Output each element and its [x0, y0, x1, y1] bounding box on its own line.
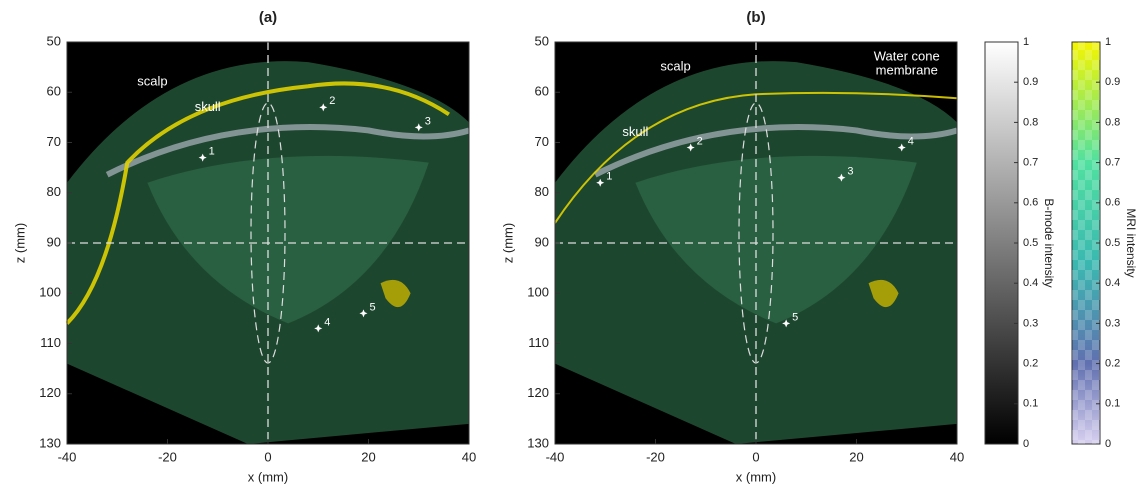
x-tick-label: 0: [752, 449, 759, 464]
figure: 5060708090100110120130-40-2002040(a)x (m…: [0, 0, 1141, 491]
colorbar-checker: [1072, 42, 1100, 444]
annotation: Water cone: [874, 49, 940, 64]
x-tick-label: -40: [58, 449, 77, 464]
annotation: skull: [195, 99, 221, 114]
colorbar-tick-label: 0.4: [1023, 277, 1038, 289]
annotation: scalp: [660, 59, 690, 74]
x-tick-label: -40: [546, 449, 565, 464]
landmark-label: 1: [606, 171, 612, 183]
colorbar-tick-label: 0.6: [1023, 197, 1038, 209]
colorbar-tick-label: 0.3: [1023, 317, 1038, 329]
colorbar-tick-label: 0: [1023, 438, 1029, 450]
colorbar-tick-label: 0.1: [1105, 398, 1120, 410]
colorbar-tick-label: 0.8: [1023, 116, 1038, 128]
y-tick-label: 110: [40, 335, 61, 350]
colorbar-tick-label: 0.5: [1023, 237, 1038, 249]
colorbar-tick-label: 0.9: [1023, 76, 1038, 88]
y-axis-label: z (mm): [12, 223, 27, 263]
y-tick-label: 100: [39, 285, 61, 300]
landmark-label: 2: [329, 95, 335, 107]
annotation: skull: [622, 124, 648, 139]
x-tick-label: 40: [950, 449, 964, 464]
x-tick-label: -20: [158, 449, 177, 464]
colorbar-tick-label: 0.7: [1023, 157, 1038, 169]
colorbar: 0 0.1 0.2 0.3 0.4 0.5 0.6 0.7 0.8 0.9 1 B-mode inte…: [985, 36, 1056, 450]
landmark-label: 3: [847, 166, 853, 178]
colorbar-label: B-mode intensity: [1042, 198, 1056, 287]
image-panel: 50 60 70 80 90 100 110 120 130-40 -20 0 20 40 (a) x (m…: [12, 9, 476, 484]
colorbar-label: MRI intensity: [1124, 208, 1138, 277]
y-tick-label: 60: [47, 84, 61, 99]
colorbar-tick-label: 0.2: [1023, 358, 1038, 370]
y-tick-label: 50: [47, 33, 61, 48]
y-tick-label: 120: [39, 385, 61, 400]
annotation: scalp: [137, 74, 167, 89]
image-panel: 50 60 70 80 90 100 110 120 130-40 -20 0 20 40 (b) x (m…: [500, 9, 964, 484]
y-tick-label: 60: [535, 84, 549, 99]
x-tick-label: 20: [361, 449, 375, 464]
y-tick-label: 90: [47, 234, 61, 249]
y-tick-label: 80: [535, 184, 549, 199]
colorbar-tick-label: 0.5: [1105, 237, 1120, 249]
y-tick-label: 70: [47, 134, 61, 149]
landmark-label: 3: [425, 115, 431, 127]
colorbar-fill: [985, 42, 1018, 444]
y-tick-label: 70: [535, 134, 549, 149]
colorbar-tick-label: 0.8: [1105, 116, 1120, 128]
panel-title: (b): [746, 9, 765, 26]
x-axis-label: x (mm): [248, 469, 288, 484]
landmark-label: 5: [369, 301, 375, 313]
x-tick-label: -20: [646, 449, 665, 464]
y-tick-label: 110: [528, 335, 549, 350]
landmark-label: 2: [697, 135, 703, 147]
y-tick-label: 130: [39, 435, 61, 450]
landmark-label: 4: [324, 316, 330, 328]
colorbar-tick-label: 1: [1105, 36, 1111, 48]
y-tick-label: 130: [527, 435, 549, 450]
x-tick-label: 40: [462, 449, 476, 464]
x-axis-label: x (mm): [736, 469, 776, 484]
y-tick-label: 50: [535, 33, 549, 48]
annotation: membrane: [876, 63, 938, 78]
colorbar-tick-label: 0.3: [1105, 317, 1120, 329]
landmark-label: 1: [209, 145, 215, 157]
colorbar: 0 0.1 0.2 0.3 0.4 0.5 0.6 0.7 0.8 0.9 1 MRI intensi…: [1072, 36, 1138, 450]
y-tick-label: 100: [527, 285, 549, 300]
y-tick-label: 80: [47, 184, 61, 199]
landmark-label: 5: [792, 311, 798, 323]
colorbar-tick-label: 1: [1023, 36, 1029, 48]
colorbar-tick-label: 0.7: [1105, 157, 1120, 169]
colorbar-tick-label: 0: [1105, 438, 1111, 450]
landmark-label: 4: [908, 135, 914, 147]
panel-title: (a): [259, 9, 277, 26]
y-tick-label: 120: [527, 385, 549, 400]
y-tick-label: 90: [535, 234, 549, 249]
colorbar-tick-label: 0.4: [1105, 277, 1120, 289]
colorbar-tick-label: 0.9: [1105, 76, 1120, 88]
y-axis-label: z (mm): [500, 223, 515, 263]
x-tick-label: 20: [849, 449, 863, 464]
colorbar-tick-label: 0.2: [1105, 358, 1120, 370]
x-tick-label: 0: [264, 449, 271, 464]
colorbar-tick-label: 0.1: [1023, 398, 1038, 410]
colorbar-tick-label: 0.6: [1105, 197, 1120, 209]
